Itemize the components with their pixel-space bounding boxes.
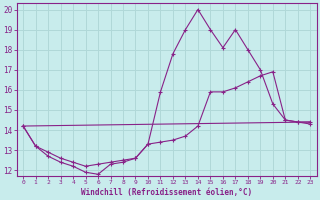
X-axis label: Windchill (Refroidissement éolien,°C): Windchill (Refroidissement éolien,°C): [81, 188, 252, 197]
